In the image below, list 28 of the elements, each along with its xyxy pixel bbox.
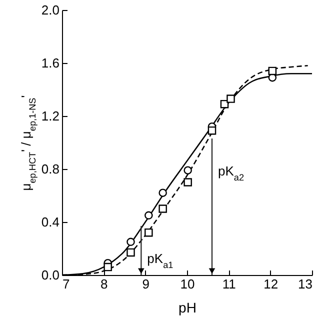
x-tick-label: 10 [180, 276, 195, 292]
y-tick-label: 2.0 [41, 2, 60, 18]
y-tick-label: 0.0 [41, 268, 60, 282]
point [208, 126, 216, 135]
y-tick-label: 1.6 [41, 56, 60, 70]
x-tick-label: 8 [100, 276, 108, 292]
point [144, 228, 153, 237]
x-tick-label: 12 [264, 276, 278, 292]
point [126, 248, 135, 257]
x-tick-label: 7 [62, 276, 70, 292]
point [158, 204, 167, 213]
point [268, 66, 277, 76]
point [184, 166, 192, 174]
x-tick-label: 9 [142, 276, 150, 292]
point [144, 211, 153, 220]
y-tick-label: 0.4 [41, 214, 60, 230]
x-axis-title: pH [178, 300, 196, 316]
y-tick-label: 1.2 [41, 108, 60, 124]
point [184, 178, 192, 186]
y-tick-label: 0.8 [41, 162, 60, 176]
annotation: pK$_{a2}$ [218, 164, 244, 183]
point [226, 94, 235, 103]
point [126, 238, 135, 246]
x-tick-label: 13 [298, 276, 312, 292]
annotation: pK$_{a1}$ [147, 251, 174, 270]
x-tick-label: 11 [222, 276, 236, 292]
point [158, 188, 167, 197]
point [104, 262, 112, 272]
